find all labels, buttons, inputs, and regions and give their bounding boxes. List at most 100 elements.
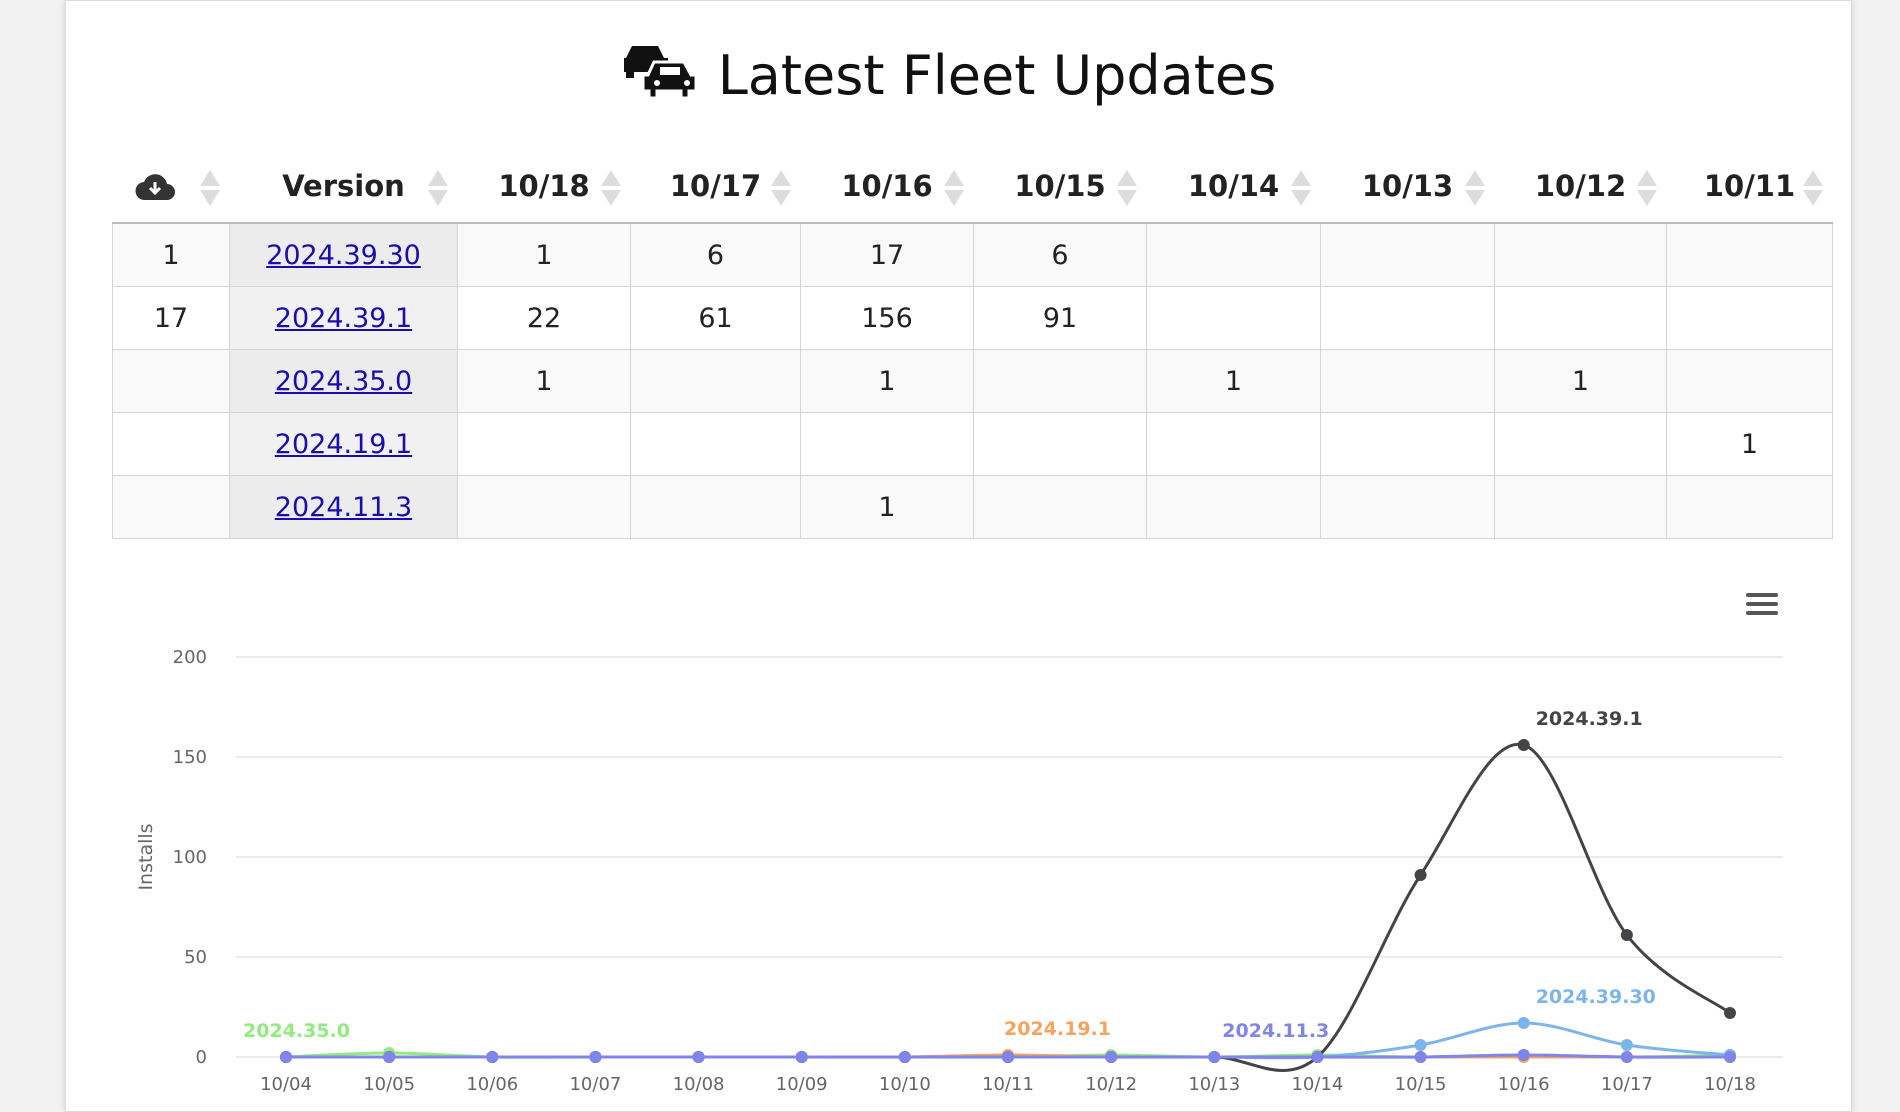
count-cell [1494, 222, 1667, 287]
point-marker [1414, 1051, 1427, 1063]
cell-text: 1 [878, 365, 896, 397]
count-cell [1320, 222, 1495, 287]
point-marker [1517, 739, 1530, 751]
version-cell: 2024.11.3 [229, 475, 458, 539]
x-tick-label: 10/04 [260, 1074, 312, 1095]
count-cell [1666, 222, 1833, 287]
table-row: 17 2024.39.1 22 61 156 91 [112, 286, 1833, 350]
count-cell: 61 [630, 286, 801, 350]
cell-text: 6 [706, 239, 725, 271]
point-marker [1002, 1051, 1014, 1063]
count-cell [1494, 412, 1667, 476]
count-cell: 1 [457, 222, 631, 287]
series: 2024.11.3 [280, 1018, 1736, 1063]
x-tick-label: 10/14 [1291, 1074, 1343, 1095]
sort-icon[interactable] [600, 170, 621, 206]
count-cell: 6 [630, 222, 801, 287]
count-cell: 1 [457, 349, 631, 413]
header-text: 10/11 [1703, 169, 1796, 203]
count-cell [1666, 286, 1833, 350]
count-cell [1494, 286, 1667, 350]
series-label: 2024.19.1 [1004, 1018, 1111, 1040]
version-link[interactable]: 2024.39.30 [266, 239, 421, 271]
y-axis-label: Installs [135, 823, 157, 890]
cell-text: 61 [698, 302, 733, 334]
sort-icon[interactable] [943, 170, 964, 206]
count-cell [1494, 475, 1667, 539]
y-tick-label: 50 [184, 947, 207, 968]
sort-icon[interactable] [1290, 170, 1311, 206]
cell-text: 17 [153, 302, 189, 334]
column-header[interactable]: Version [229, 150, 458, 224]
version-link[interactable]: 2024.35.0 [274, 365, 413, 397]
count-cell [112, 475, 230, 539]
column-header[interactable]: 10/12 [1494, 150, 1667, 224]
sort-icon[interactable] [1802, 170, 1823, 206]
count-cell [112, 412, 230, 476]
header-text: 10/16 [841, 169, 933, 203]
y-tick-label: 0 [196, 1047, 207, 1068]
column-header[interactable]: 10/13 [1320, 150, 1495, 224]
sort-icon[interactable] [427, 170, 448, 206]
point-marker [1620, 1039, 1633, 1051]
x-tick-label: 10/09 [776, 1074, 828, 1095]
table-row: 2024.11.3 1 [112, 475, 1833, 539]
page-title: Latest Fleet Updates [0, 40, 1900, 107]
cell-text: 1 [1224, 365, 1243, 397]
y-tick-label: 200 [173, 647, 207, 668]
cell-text: 6 [1051, 239, 1069, 271]
version-cell: 2024.39.1 [229, 286, 458, 350]
cell-text: 1 [162, 239, 180, 271]
count-cell: 17 [112, 286, 230, 350]
column-header[interactable]: 10/15 [973, 150, 1147, 224]
table-row: 1 2024.39.30 1 6 17 6 [112, 222, 1833, 287]
header-text: 10/18 [498, 169, 590, 203]
count-cell [457, 475, 631, 539]
sort-icon[interactable] [1116, 170, 1137, 206]
version-cell: 2024.19.1 [229, 412, 458, 476]
title-text: Latest Fleet Updates [717, 44, 1277, 107]
cell-text: 17 [869, 239, 905, 271]
count-cell [973, 412, 1147, 476]
header-text: Version [282, 169, 405, 203]
point-marker [1620, 1051, 1633, 1063]
column-header[interactable]: 10/11 [1666, 150, 1833, 224]
column-header[interactable]: 10/14 [1146, 150, 1321, 224]
column-header[interactable]: 10/16 [800, 150, 974, 224]
x-tick-label: 10/15 [1395, 1074, 1447, 1095]
point-marker [795, 1051, 808, 1063]
header-text: 10/15 [1014, 169, 1106, 203]
column-header[interactable]: 10/18 [457, 150, 631, 224]
sort-icon[interactable] [199, 170, 220, 206]
count-cell: 1 [800, 475, 974, 539]
sort-icon[interactable] [1636, 170, 1657, 206]
y-tick-label: 100 [173, 847, 207, 868]
count-cell [1666, 475, 1833, 539]
version-link[interactable]: 2024.39.1 [274, 302, 413, 334]
version-link[interactable]: 2024.19.1 [274, 428, 413, 460]
x-tick-label: 10/12 [1085, 1074, 1137, 1095]
cell-text: 1 [535, 365, 553, 397]
column-header[interactable]: 10/17 [630, 150, 801, 224]
count-cell: 1 [112, 222, 230, 287]
count-cell [630, 475, 801, 539]
x-tick-label: 10/10 [879, 1074, 931, 1095]
sort-icon[interactable] [1464, 170, 1485, 206]
series: 2024.39.1 [280, 706, 1736, 1072]
sort-icon[interactable] [770, 170, 791, 206]
series-label: 2024.35.0 [243, 1020, 350, 1042]
version-cell: 2024.39.30 [229, 222, 458, 287]
menu-icon[interactable] [1746, 593, 1778, 615]
point-marker [1620, 929, 1633, 941]
cell-text: 1 [878, 491, 896, 523]
version-link[interactable]: 2024.11.3 [274, 491, 413, 523]
point-marker [1208, 1051, 1221, 1063]
column-header[interactable] [112, 150, 230, 224]
point-marker [1724, 1007, 1736, 1019]
version-cell: 2024.35.0 [229, 349, 458, 413]
fleet-table: Version 10/18 10/17 10/16 10/15 10/14 10/13 10/… [112, 150, 1833, 539]
cell-text: 22 [526, 302, 562, 334]
x-tick-label: 10/18 [1704, 1074, 1756, 1095]
